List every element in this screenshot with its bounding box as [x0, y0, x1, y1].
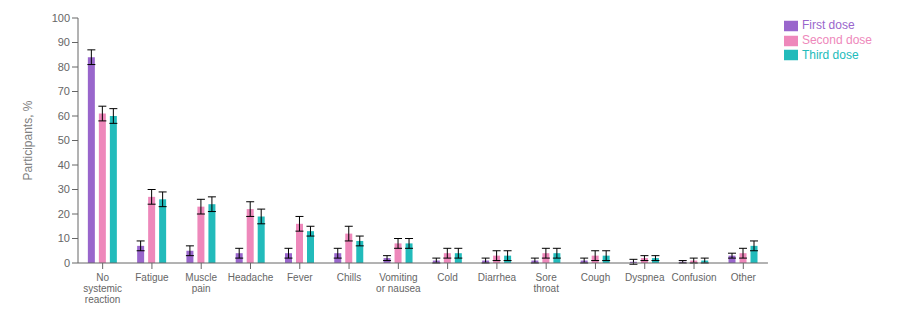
- svg-text:Participants, %: Participants, %: [21, 100, 35, 180]
- svg-text:Headache: Headache: [228, 272, 274, 283]
- svg-text:Fatigue: Fatigue: [135, 272, 169, 283]
- svg-text:0: 0: [64, 257, 70, 269]
- svg-text:80: 80: [58, 61, 70, 73]
- svg-text:Nosystemicreaction: Nosystemicreaction: [83, 272, 122, 305]
- svg-text:Diarrhea: Diarrhea: [478, 272, 517, 283]
- html-text:Second dose: Second dose: [801, 32, 872, 47]
- svg-text:20: 20: [58, 208, 70, 220]
- svg-text:Other: Other: [731, 272, 757, 283]
- html-text:Third dose: Third dose: [801, 47, 859, 62]
- svg-text:Musclepain: Musclepain: [185, 272, 217, 294]
- svg-text:Cold: Cold: [437, 272, 458, 283]
- svg-text:60: 60: [58, 110, 70, 122]
- svg-text:40: 40: [58, 159, 70, 171]
- svg-text:Fever: Fever: [287, 272, 313, 283]
- svg-text:100: 100: [52, 12, 70, 24]
- svg-text:70: 70: [58, 85, 70, 97]
- svg-text:Dyspnea: Dyspnea: [625, 272, 665, 283]
- svg-text:50: 50: [58, 134, 70, 146]
- svg-text:Sorethroat: Sorethroat: [533, 272, 559, 294]
- svg-text:90: 90: [58, 36, 70, 48]
- svg-text:Cough: Cough: [581, 272, 610, 283]
- svg-text:Chills: Chills: [337, 272, 361, 283]
- svg-text:Vomitingor nausea: Vomitingor nausea: [376, 272, 421, 294]
- html-text:First dose: First dose: [801, 18, 855, 32]
- svg-text:30: 30: [58, 183, 70, 195]
- svg-text:Confusion: Confusion: [672, 272, 717, 283]
- svg-text:10: 10: [58, 232, 70, 244]
